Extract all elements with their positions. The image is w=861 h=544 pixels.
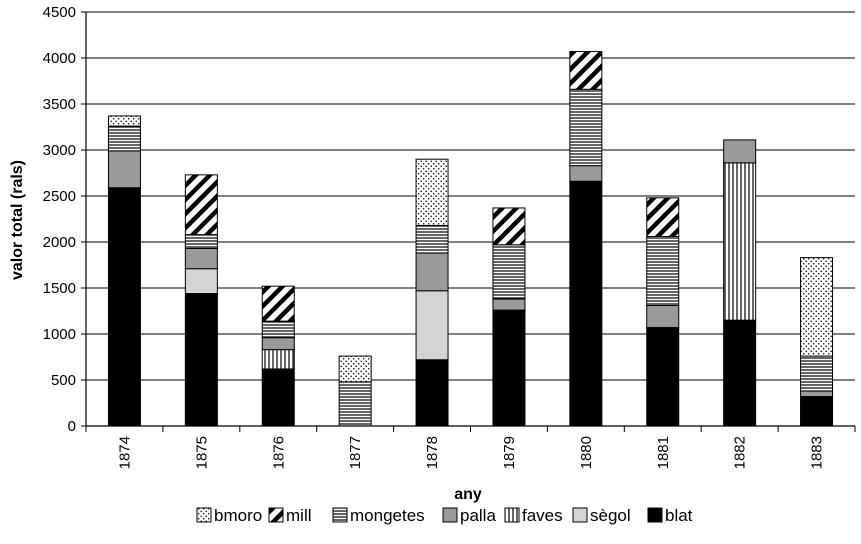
x-tick-label: 1883: [809, 436, 826, 469]
bar-segment-palla-1876: [261, 337, 295, 351]
bar-segment-palla-1878: [415, 252, 449, 292]
legend-swatch: [504, 507, 520, 523]
bar-segment-mill-1876: [261, 285, 295, 322]
legend-label: faves: [522, 506, 563, 525]
bar-segment-faves-1876: [261, 349, 295, 370]
x-tick-label: 1875: [193, 436, 210, 469]
legend-swatch: [442, 507, 458, 523]
bar-segment-palla-1883: [800, 390, 834, 398]
x-tick-label: 1876: [270, 436, 287, 469]
bar-segment-blat-1882: [723, 319, 757, 427]
legend-item-mongetes: mongetes: [332, 506, 425, 525]
legend-item-bmoro: bmoro: [196, 506, 262, 525]
y-tick-label: 500: [51, 372, 76, 389]
bar-segment-mongetes-1883: [800, 355, 834, 392]
bar-segment-mongetes-1881: [646, 235, 680, 306]
bar-segment-palla-1882: [723, 139, 757, 164]
legend-swatch: [572, 507, 588, 523]
bar-segment-bmoro-1874: [107, 115, 141, 127]
legend-item-sègol: sègol: [572, 506, 631, 525]
bar-segment-sègol-1878: [415, 290, 449, 361]
x-tick-label: 1877: [347, 436, 364, 469]
y-tick-label: 1000: [43, 326, 76, 343]
x-tick-label: 1874: [116, 436, 133, 469]
y-tick-label: 3000: [43, 142, 76, 159]
legend-item-palla: palla: [442, 506, 496, 525]
y-axis-title: valor total (rals): [9, 160, 26, 280]
bar-segment-blat-1874: [107, 187, 141, 427]
legend-swatch: [647, 507, 663, 523]
bar-segment-mongetes-1880: [569, 88, 603, 167]
x-tick-label: 1880: [578, 436, 595, 469]
legend-swatch: [196, 507, 212, 523]
bar-segment-palla-1879: [492, 298, 526, 311]
bar-segment-mill-1875: [184, 174, 218, 236]
x-tick-label: 1879: [501, 436, 518, 469]
bar-segment-mill-1879: [492, 207, 526, 246]
x-tick-label: 1878: [424, 436, 441, 469]
bar-segment-bmoro-1883: [800, 257, 834, 357]
bar-segment-mongetes-1874: [107, 125, 141, 152]
bar-segment-bmoro-1878: [415, 158, 449, 226]
bar-segment-blat-1880: [569, 180, 603, 427]
legend-label: palla: [460, 506, 496, 525]
bar-segment-mongetes-1877: [338, 381, 372, 427]
bar-segment-mongetes-1876: [261, 320, 295, 339]
bar-segment-mill-1880: [569, 51, 603, 90]
bar-segment-mill-1881: [646, 197, 680, 237]
legend-swatch: [332, 507, 348, 523]
bar-segment-palla-1880: [569, 165, 603, 182]
y-tick-label: 1500: [43, 280, 76, 297]
bar-segment-blat-1876: [261, 368, 295, 427]
legend-label: blat: [665, 506, 693, 525]
bar-segment-blat-1883: [800, 396, 834, 427]
x-tick-label: 1881: [655, 436, 672, 469]
bar-segment-mongetes-1875: [184, 234, 218, 249]
legend: bmoro mill mongetes palla faves sègol blat: [196, 506, 693, 525]
legend-item-faves: faves: [504, 506, 563, 525]
bar-segment-mongetes-1878: [415, 224, 449, 254]
x-tick-labels: 1874 1875 1876 1877 1878 1879 1880 1881 1882 1883: [116, 436, 825, 469]
x-axis-title: any: [454, 486, 482, 503]
x-tick-label: 1882: [732, 436, 749, 469]
legend-label: sègol: [590, 506, 631, 525]
bar-segment-palla-1881: [646, 304, 680, 329]
bars: [107, 51, 834, 427]
legend-label: mongetes: [350, 506, 425, 525]
y-tick-label: 0: [68, 418, 76, 435]
bar-segment-sègol-1875: [184, 268, 218, 295]
axes: [81, 11, 856, 432]
bar-segment-faves-1882: [723, 162, 757, 321]
legend-swatch: [268, 507, 284, 523]
bar-segment-blat-1875: [184, 293, 218, 427]
y-tick-label: 2000: [43, 234, 76, 251]
bar-segment-mongetes-1879: [492, 244, 526, 300]
y-tick-label: 2500: [43, 188, 76, 205]
legend-label: bmoro: [214, 506, 262, 525]
bar-segment-bmoro-1877: [338, 355, 372, 383]
legend-label: mill: [286, 506, 312, 525]
y-tick-label: 4500: [43, 4, 76, 21]
y-tick-labels: 0 500 1000 1500 2000 2500 3000 3500 4000 4500: [43, 4, 76, 435]
bar-segment-blat-1879: [492, 309, 526, 427]
y-tick-label: 3500: [43, 96, 76, 113]
legend-item-mill: mill: [268, 506, 312, 525]
bar-segment-palla-1874: [107, 150, 141, 189]
bar-segment-palla-1875: [184, 247, 218, 270]
bar-segment-blat-1878: [415, 359, 449, 427]
legend-item-blat: blat: [647, 506, 693, 525]
y-tick-label: 4000: [43, 50, 76, 67]
bar-segment-blat-1881: [646, 327, 680, 427]
